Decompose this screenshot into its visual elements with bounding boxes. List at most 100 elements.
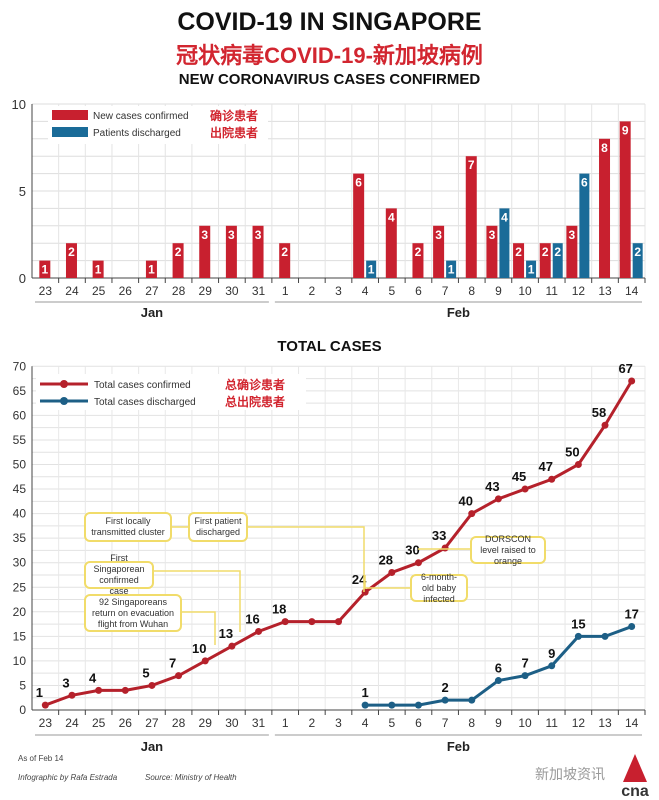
point-discharged — [361, 701, 369, 709]
month-label: Feb — [447, 739, 470, 754]
data-label: 5 — [142, 665, 149, 680]
x-tick-label: 13 — [598, 716, 612, 730]
x-tick-label: 29 — [199, 716, 213, 730]
legend-label-cn: 总出院患者 — [225, 394, 285, 409]
legend-label-cn: 总确诊患者 — [225, 377, 285, 392]
x-tick-label: 13 — [598, 284, 612, 298]
bar-label: 4 — [501, 210, 508, 224]
bar-new-cases — [486, 225, 498, 278]
bar-label: 2 — [68, 245, 75, 259]
month-label: Jan — [141, 305, 163, 320]
annotation-evacuation: 92 Singaporeans return on evacuation fli… — [84, 594, 182, 632]
x-tick-label: 2 — [309, 716, 316, 730]
data-label: 67 — [618, 361, 632, 376]
data-label: 1 — [362, 685, 369, 700]
legend-swatch — [52, 110, 88, 120]
bar-discharged — [446, 260, 457, 278]
x-tick-label: 1 — [282, 716, 289, 730]
x-tick-label: 28 — [172, 716, 186, 730]
point-confirmed — [148, 681, 156, 689]
point-confirmed — [521, 485, 529, 493]
x-tick-label: 12 — [572, 716, 586, 730]
bar-discharged — [579, 173, 590, 278]
point-confirmed — [281, 618, 289, 626]
x-tick-label: 5 — [388, 716, 395, 730]
data-label: 43 — [485, 479, 499, 494]
data-label: 7 — [521, 656, 528, 671]
x-tick-label: 25 — [92, 284, 106, 298]
bar-label: 6 — [355, 176, 362, 190]
bar-new-cases — [385, 208, 397, 278]
x-tick-label: 10 — [518, 284, 532, 298]
bar-new-cases — [465, 156, 477, 278]
y-tick-label: 10 — [13, 654, 27, 668]
y-tick-label: 45 — [13, 482, 27, 496]
data-label: 13 — [219, 626, 233, 641]
x-tick-label: 30 — [225, 284, 239, 298]
svg-text:cna: cna — [621, 783, 649, 798]
point-discharged — [494, 677, 502, 685]
bar-label: 2 — [554, 245, 561, 259]
point-discharged — [388, 701, 396, 709]
annotation-first-discharged: First patient discharged — [188, 512, 248, 542]
point-discharged — [628, 623, 636, 631]
data-label: 58 — [592, 405, 606, 420]
point-confirmed — [175, 672, 183, 680]
legend-label: Patients discharged — [93, 128, 181, 139]
legend-marker — [60, 380, 68, 388]
legend-swatch — [52, 127, 88, 137]
y-tick-label: 30 — [13, 556, 27, 570]
bar-label: 3 — [228, 228, 235, 242]
data-label: 10 — [192, 641, 206, 656]
bar-new-cases — [566, 225, 578, 278]
bar-label: 8 — [601, 141, 608, 155]
connector-first-singaporean — [152, 570, 241, 632]
bar-label: 2 — [415, 245, 422, 259]
bar-label: 3 — [201, 228, 208, 242]
x-tick-label: 23 — [39, 716, 53, 730]
point-confirmed — [308, 618, 316, 626]
bar-label: 1 — [41, 263, 48, 277]
x-tick-label: 10 — [518, 716, 532, 730]
point-confirmed — [68, 691, 76, 699]
x-tick-label: 31 — [252, 716, 266, 730]
x-tick-label: 8 — [468, 284, 475, 298]
point-confirmed — [601, 421, 609, 429]
legend-label: New cases confirmed — [93, 111, 189, 122]
data-label: 15 — [571, 616, 585, 631]
cna-logo: cna — [615, 752, 655, 800]
x-tick-label: 26 — [119, 716, 133, 730]
x-tick-label: 3 — [335, 284, 342, 298]
bar-new-cases — [39, 260, 51, 278]
page-title-chinese: 冠状病毒COVID-19-新加坡病例 — [176, 43, 483, 68]
y-tick-label: 5 — [19, 678, 26, 692]
data-label: 7 — [169, 656, 176, 671]
bar-label: 1 — [95, 263, 102, 277]
bar-discharged — [499, 208, 510, 278]
month-label: Jan — [141, 739, 163, 754]
legend-label-cn: 确诊患者 — [210, 108, 258, 123]
legend — [36, 374, 306, 410]
bar-new-cases — [172, 243, 184, 278]
data-label: 1 — [36, 685, 43, 700]
y-tick-label: 35 — [13, 531, 27, 545]
bar-label: 1 — [368, 263, 375, 277]
bar-label: 3 — [489, 228, 496, 242]
data-label: 28 — [379, 553, 393, 568]
y-tick-label: 60 — [13, 408, 27, 422]
point-confirmed — [468, 510, 476, 518]
bar-label: 6 — [581, 176, 588, 190]
data-label: 6 — [495, 661, 502, 676]
bar-new-cases — [513, 243, 525, 278]
data-label: 3 — [62, 675, 69, 690]
y-tick-label: 50 — [13, 458, 27, 472]
point-confirmed — [574, 461, 582, 468]
bar-label: 9 — [622, 123, 629, 137]
point-discharged — [441, 696, 449, 704]
data-label: 2 — [441, 680, 448, 695]
x-tick-label: 29 — [199, 284, 213, 298]
point-discharged — [548, 662, 556, 670]
y-tick-label: 15 — [13, 629, 27, 643]
